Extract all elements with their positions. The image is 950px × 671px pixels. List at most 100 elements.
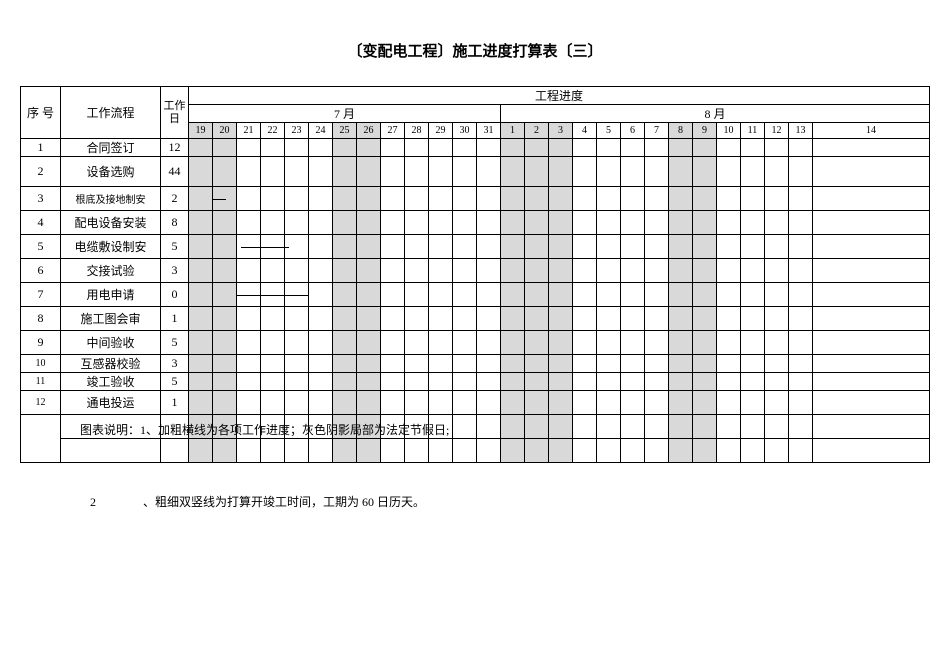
day-header-11: 11 [741, 123, 765, 139]
grid-cell [381, 259, 405, 283]
grid-cell [333, 283, 357, 307]
grid-cell [477, 439, 501, 463]
grid-cell [789, 373, 813, 391]
grid-cell [693, 283, 717, 307]
grid-cell [717, 187, 741, 211]
grid-cell [429, 187, 453, 211]
grid-cell [237, 139, 261, 157]
grid-cell [645, 391, 669, 415]
grid-cell [669, 439, 693, 463]
grid-cell [549, 211, 573, 235]
grid-cell [549, 439, 573, 463]
grid-cell [429, 259, 453, 283]
grid-cell [669, 157, 693, 187]
grid-cell [477, 415, 501, 439]
grid-cell [693, 211, 717, 235]
grid-cell [285, 157, 309, 187]
grid-cell [501, 307, 525, 331]
grid-cell [453, 211, 477, 235]
row-num: 10 [21, 355, 61, 373]
grid-cell [573, 373, 597, 391]
grid-cell [789, 157, 813, 187]
grid-cell [501, 211, 525, 235]
grid-cell [645, 307, 669, 331]
grid-cell [381, 187, 405, 211]
grid-cell [189, 307, 213, 331]
row-num: 11 [21, 373, 61, 391]
grid-cell [813, 331, 930, 355]
grid-cell [717, 259, 741, 283]
grid-cell [693, 439, 717, 463]
grid-cell [645, 331, 669, 355]
grid-cell [525, 211, 549, 235]
grid-cell [429, 331, 453, 355]
grid-cell [501, 373, 525, 391]
grid-cell [453, 355, 477, 373]
grid-cell [285, 283, 309, 307]
grid-cell [525, 283, 549, 307]
grid-cell [189, 331, 213, 355]
grid-cell [597, 259, 621, 283]
table-row: 8施工图会审1 [21, 307, 930, 331]
grid-cell [573, 157, 597, 187]
grid-cell [765, 235, 789, 259]
day-header-29: 29 [429, 123, 453, 139]
grid-cell [237, 307, 261, 331]
grid-cell [597, 307, 621, 331]
grid-cell [189, 235, 213, 259]
grid-cell [357, 331, 381, 355]
row-task: 交接试验 [61, 259, 161, 283]
row-task: 通电投运 [61, 391, 161, 415]
row-task: 合同签订 [61, 139, 161, 157]
grid-cell [189, 355, 213, 373]
grid-cell [669, 283, 693, 307]
grid-cell [573, 259, 597, 283]
grid-cell [693, 235, 717, 259]
row-days: 8 [161, 211, 189, 235]
grid-cell [309, 259, 333, 283]
grid-cell [765, 355, 789, 373]
grid-cell [405, 139, 429, 157]
grid-cell [813, 307, 930, 331]
grid-cell [189, 373, 213, 391]
row-task: 中间验收 [61, 331, 161, 355]
grid-cell [645, 415, 669, 439]
header-workday: 工作日 [161, 87, 189, 139]
grid-cell [669, 211, 693, 235]
day-header-12: 12 [765, 123, 789, 139]
grid-cell [741, 307, 765, 331]
grid-cell [501, 235, 525, 259]
grid-cell [741, 355, 765, 373]
day-header-27: 27 [381, 123, 405, 139]
day-header-28: 28 [405, 123, 429, 139]
grid-cell [669, 259, 693, 283]
grid-cell [573, 187, 597, 211]
grid-cell [357, 139, 381, 157]
grid-cell [309, 331, 333, 355]
grid-cell [573, 331, 597, 355]
grid-cell [237, 391, 261, 415]
grid-cell [405, 307, 429, 331]
table-row: 11竣工验收5 [21, 373, 930, 391]
table-row: 4配电设备安装8 [21, 211, 930, 235]
grid-cell [189, 391, 213, 415]
row-num: 2 [21, 157, 61, 187]
row-task: 根底及接地制安 [61, 187, 161, 211]
grid-cell [597, 157, 621, 187]
grid-cell [669, 355, 693, 373]
grid-cell [357, 355, 381, 373]
row-num: 12 [21, 391, 61, 415]
grid-cell [525, 355, 549, 373]
header-month-7: 7 月 [189, 105, 501, 123]
grid-cell [501, 259, 525, 283]
grid-cell [597, 391, 621, 415]
grid-cell [813, 235, 930, 259]
header-progress: 工程进度 [189, 87, 930, 105]
grid-cell [309, 439, 333, 463]
grid-cell [285, 355, 309, 373]
row-days: 12 [161, 139, 189, 157]
day-header-31: 31 [477, 123, 501, 139]
grid-cell [693, 259, 717, 283]
grid-cell [693, 187, 717, 211]
grid-cell [789, 331, 813, 355]
